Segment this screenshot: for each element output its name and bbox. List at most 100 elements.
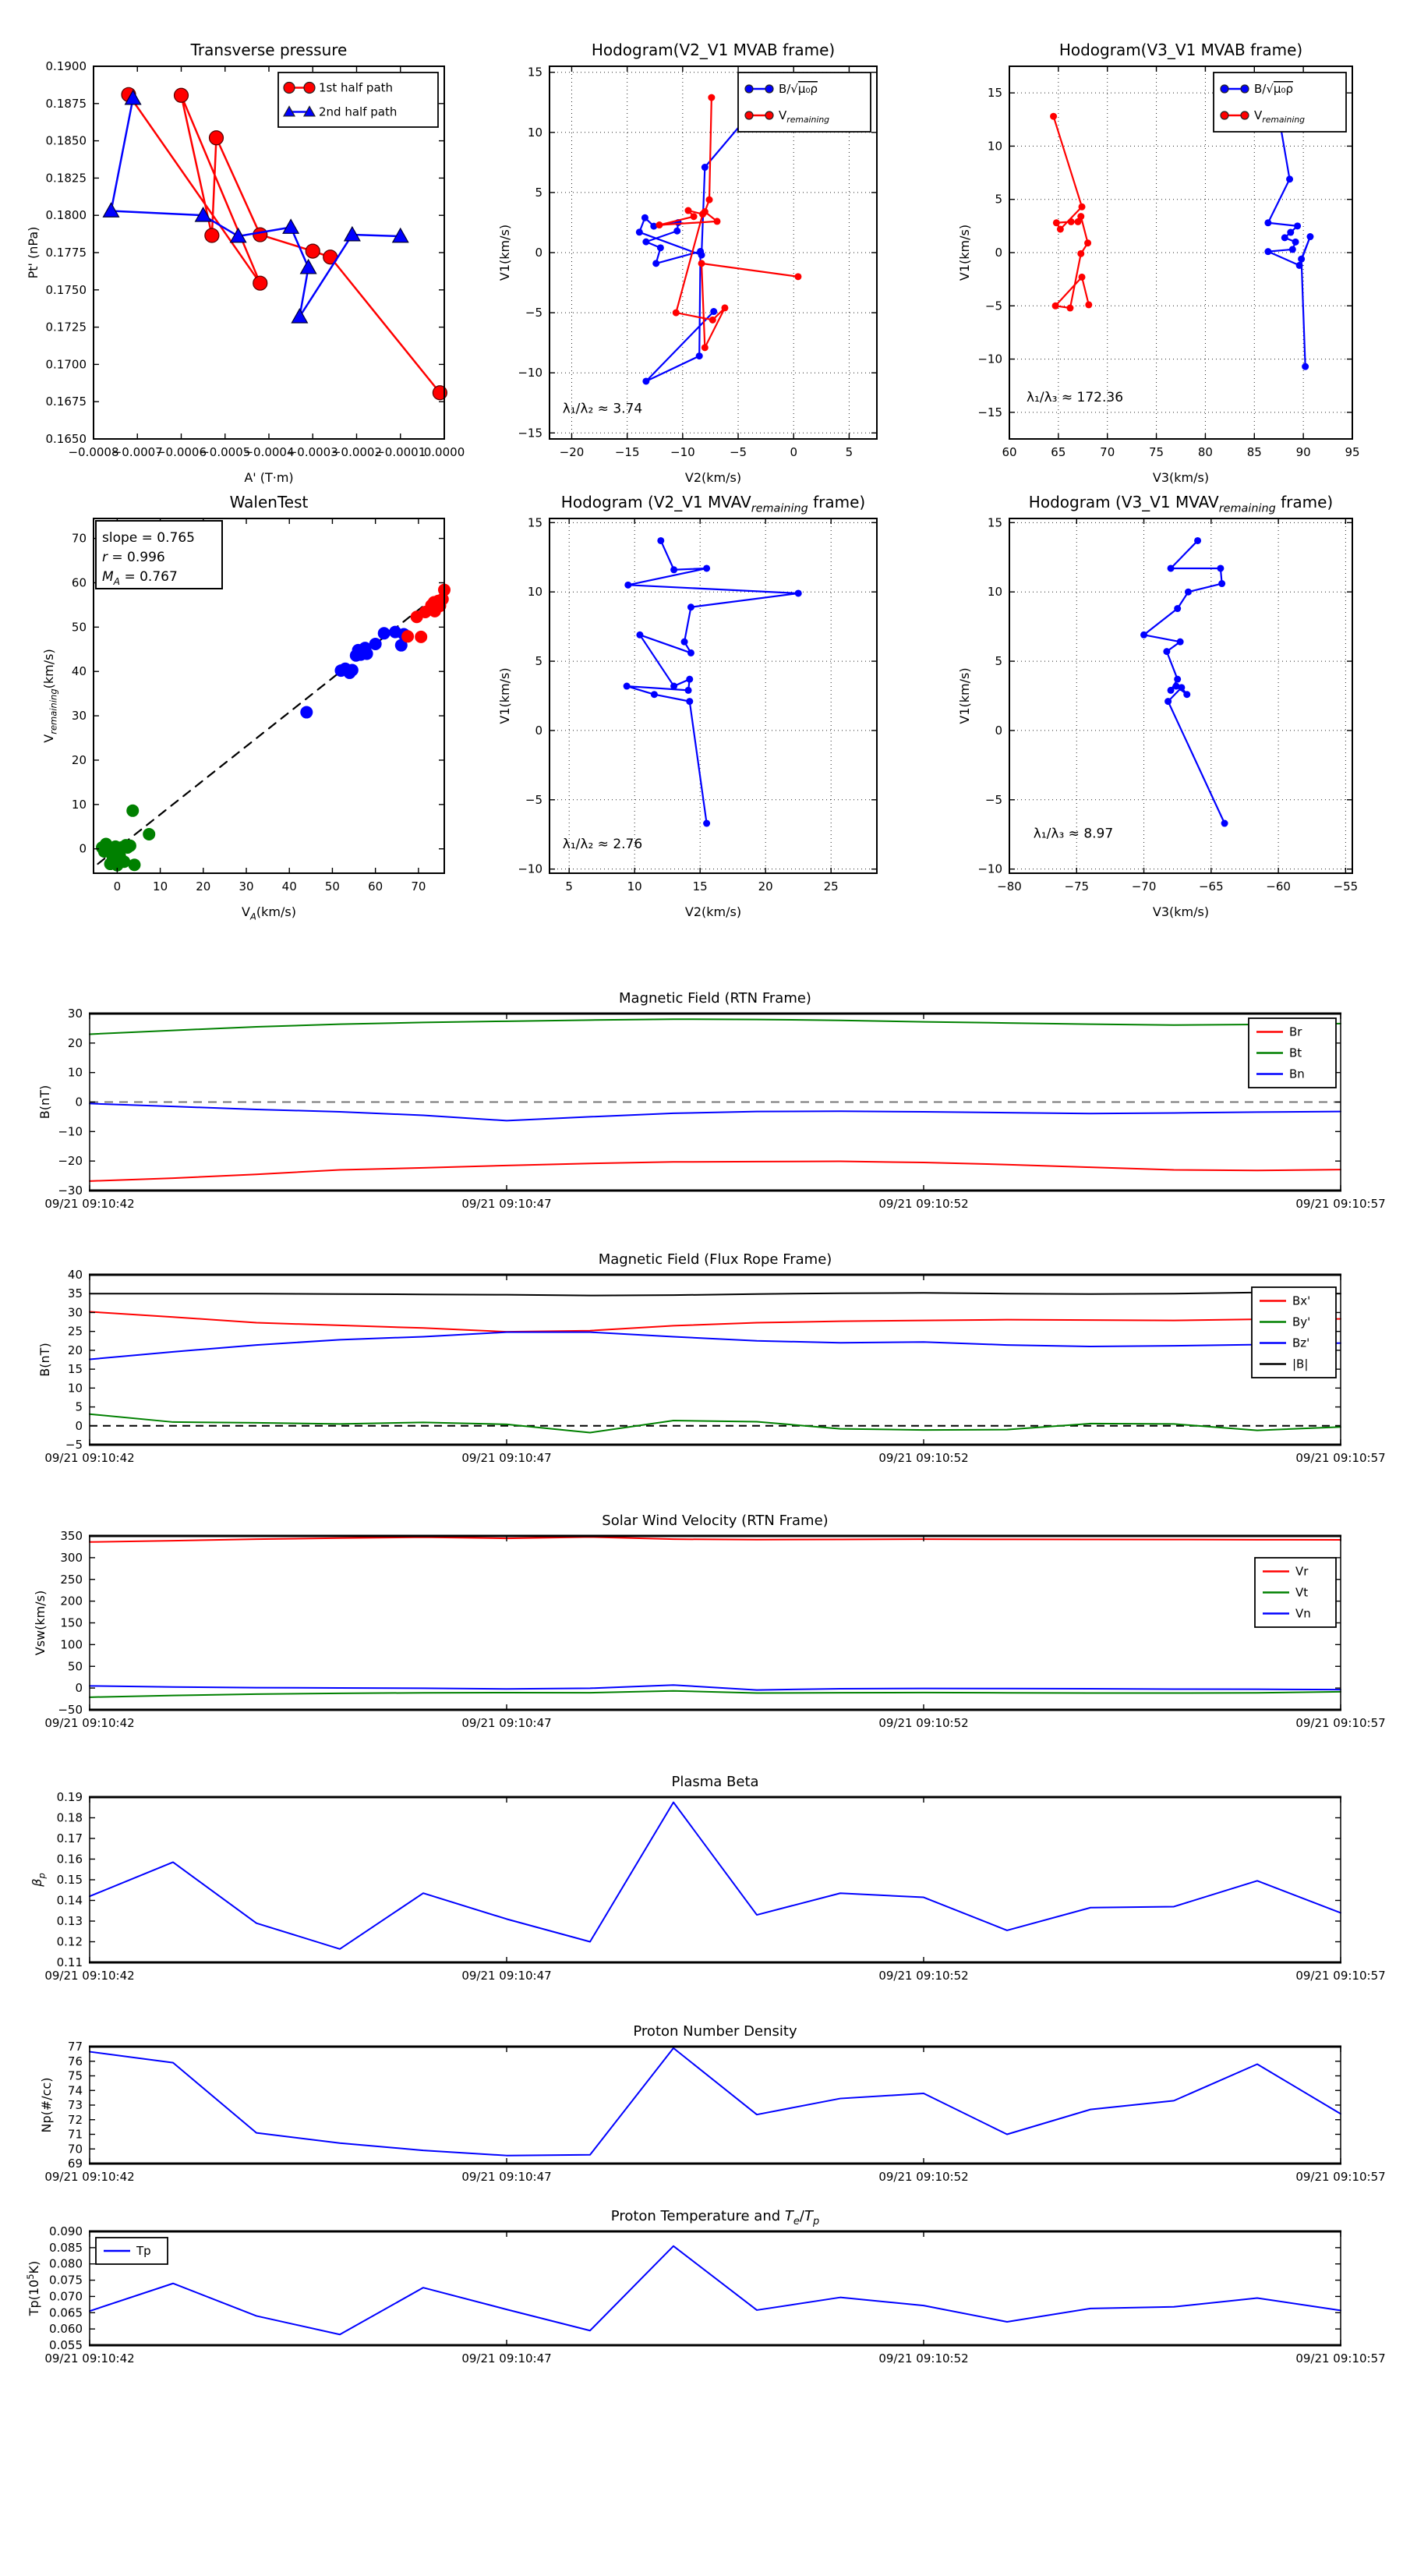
- series-Tp: [89, 2245, 1341, 2336]
- y-tick-label: 77: [68, 2040, 83, 2054]
- data-point-marker: [698, 211, 706, 218]
- y-tick-label: 30: [68, 1305, 83, 1319]
- y-tick-label: 20: [68, 1036, 83, 1050]
- x-tick-label: 09/21 09:10:57: [1295, 2351, 1385, 2365]
- y-axis-label: B(nT): [37, 1343, 52, 1376]
- data-point-marker: [345, 663, 359, 677]
- series-Bz-prime: [89, 1331, 1341, 1361]
- y-tick-label: 40: [72, 664, 87, 678]
- y-axis-label: V1(km/s): [957, 667, 972, 724]
- x-tick-label: 09/21 09:10:52: [878, 1197, 968, 1211]
- y-tick-label: 70: [68, 2142, 83, 2156]
- legend-marker: [744, 111, 754, 120]
- y-tick-label: 350: [60, 1529, 83, 1543]
- data-point-marker: [652, 260, 660, 267]
- y-tick-label: 10: [528, 585, 542, 599]
- x-tick-label: −10: [670, 445, 695, 459]
- x-tick-label: 0: [790, 445, 797, 459]
- x-tick-label: 10: [153, 879, 168, 893]
- data-point-marker: [710, 308, 718, 316]
- legend: Tp: [95, 2237, 168, 2265]
- data-point-marker: [698, 260, 705, 267]
- series-fit-line: [97, 588, 446, 865]
- series-V-remaining: [656, 94, 802, 352]
- y-tick-label: 0: [995, 246, 1002, 260]
- y-tick-label: −5: [525, 306, 542, 320]
- legend-label: Tp: [136, 2244, 151, 2258]
- data-point-marker: [1056, 225, 1064, 233]
- data-point-marker: [701, 344, 709, 352]
- y-axis-label: V1(km/s): [497, 225, 512, 281]
- data-point-marker: [686, 675, 694, 683]
- data-point-marker: [1194, 536, 1202, 544]
- legend-marker: [283, 81, 295, 94]
- series-Vn: [89, 1684, 1341, 1691]
- x-tick-label: 0.0000: [424, 445, 465, 459]
- y-tick-label: 15: [528, 65, 542, 80]
- x-tick-label: 25: [824, 879, 839, 893]
- x-tick-label: 80: [1198, 445, 1213, 459]
- y-tick-label: 0: [535, 246, 542, 260]
- x-tick-label: 5: [846, 445, 853, 459]
- y-tick-label: 5: [995, 193, 1002, 207]
- y-tick-label: 69: [68, 2157, 83, 2171]
- data-point-marker: [1287, 228, 1295, 236]
- data-point-marker: [102, 202, 120, 218]
- legend-label: B/√μ₀ρ: [779, 82, 818, 96]
- y-tick-label: 76: [68, 2054, 83, 2068]
- data-point-marker: [1050, 112, 1058, 120]
- data-point-marker: [1174, 675, 1182, 683]
- data-point-marker: [657, 536, 665, 544]
- y-tick-label: 0.16: [57, 1852, 83, 1867]
- axis-ticks: [89, 2231, 1341, 2346]
- y-tick-label: 0.065: [49, 2305, 83, 2319]
- y-tick-label: 300: [60, 1551, 83, 1565]
- y-tick-label: 0.13: [57, 1914, 83, 1928]
- y-tick-label: 200: [60, 1594, 83, 1608]
- y-tick-label: 0.1650: [46, 432, 87, 446]
- data-point-marker: [394, 639, 408, 652]
- data-point-marker: [1163, 648, 1171, 656]
- data-point-marker: [143, 827, 156, 840]
- x-tick-label: 09/21 09:10:47: [461, 1716, 551, 1730]
- data-point-marker: [1286, 175, 1294, 183]
- y-tick-label: 0.1675: [46, 395, 87, 409]
- y-tick-label: 0.14: [57, 1894, 83, 1908]
- x-tick-label: 30: [239, 879, 253, 893]
- x-tick-label: 70: [1100, 445, 1115, 459]
- y-tick-label: 15: [528, 515, 542, 529]
- x-tick-label: 85: [1247, 445, 1262, 459]
- data-point-marker: [670, 566, 678, 574]
- x-tick-label: 15: [693, 879, 708, 893]
- data-point-marker: [1306, 233, 1314, 241]
- fit-stat-line: r = 0.996: [102, 550, 165, 565]
- data-point-marker: [705, 196, 713, 203]
- chart-hodogram-v3v1-mvav: −80 −75 −70 −65 −60 −55 −10 −5 0 5 10 15 Hodogram (V…: [957, 493, 1358, 919]
- y-tick-label: −10: [518, 366, 542, 380]
- axis-ticks: [550, 66, 877, 439]
- y-axis-label: Pt' (nPa): [26, 227, 41, 279]
- data-point-marker: [641, 214, 648, 221]
- y-axis-label: Vremaining(km/s): [41, 649, 58, 742]
- x-tick-label: 09/21 09:10:47: [461, 1451, 551, 1465]
- y-tick-label: 5: [535, 654, 542, 668]
- x-tick-label: 09/21 09:10:42: [44, 1197, 134, 1211]
- data-point-marker: [1174, 605, 1182, 613]
- x-axis-label: V3(km/s): [1153, 904, 1209, 919]
- series-Br: [89, 1160, 1341, 1182]
- data-point-marker: [623, 682, 631, 690]
- x-tick-label: 09/21 09:10:57: [1295, 1716, 1385, 1730]
- plot-area: [90, 1536, 1341, 1710]
- y-tick-label: 250: [60, 1573, 83, 1587]
- y-tick-label: 0.1775: [46, 246, 87, 260]
- data-point-marker: [1218, 580, 1226, 588]
- data-point-marker: [204, 228, 220, 243]
- data-point-marker: [1077, 249, 1085, 257]
- y-tick-label: −20: [58, 1154, 83, 1168]
- x-tick-label: 50: [325, 879, 340, 893]
- y-tick-label: 0.19: [57, 1790, 83, 1804]
- x-tick-label: 09/21 09:10:52: [878, 1969, 968, 1983]
- y-tick-label: 10: [72, 798, 87, 812]
- data-point-marker: [680, 638, 688, 646]
